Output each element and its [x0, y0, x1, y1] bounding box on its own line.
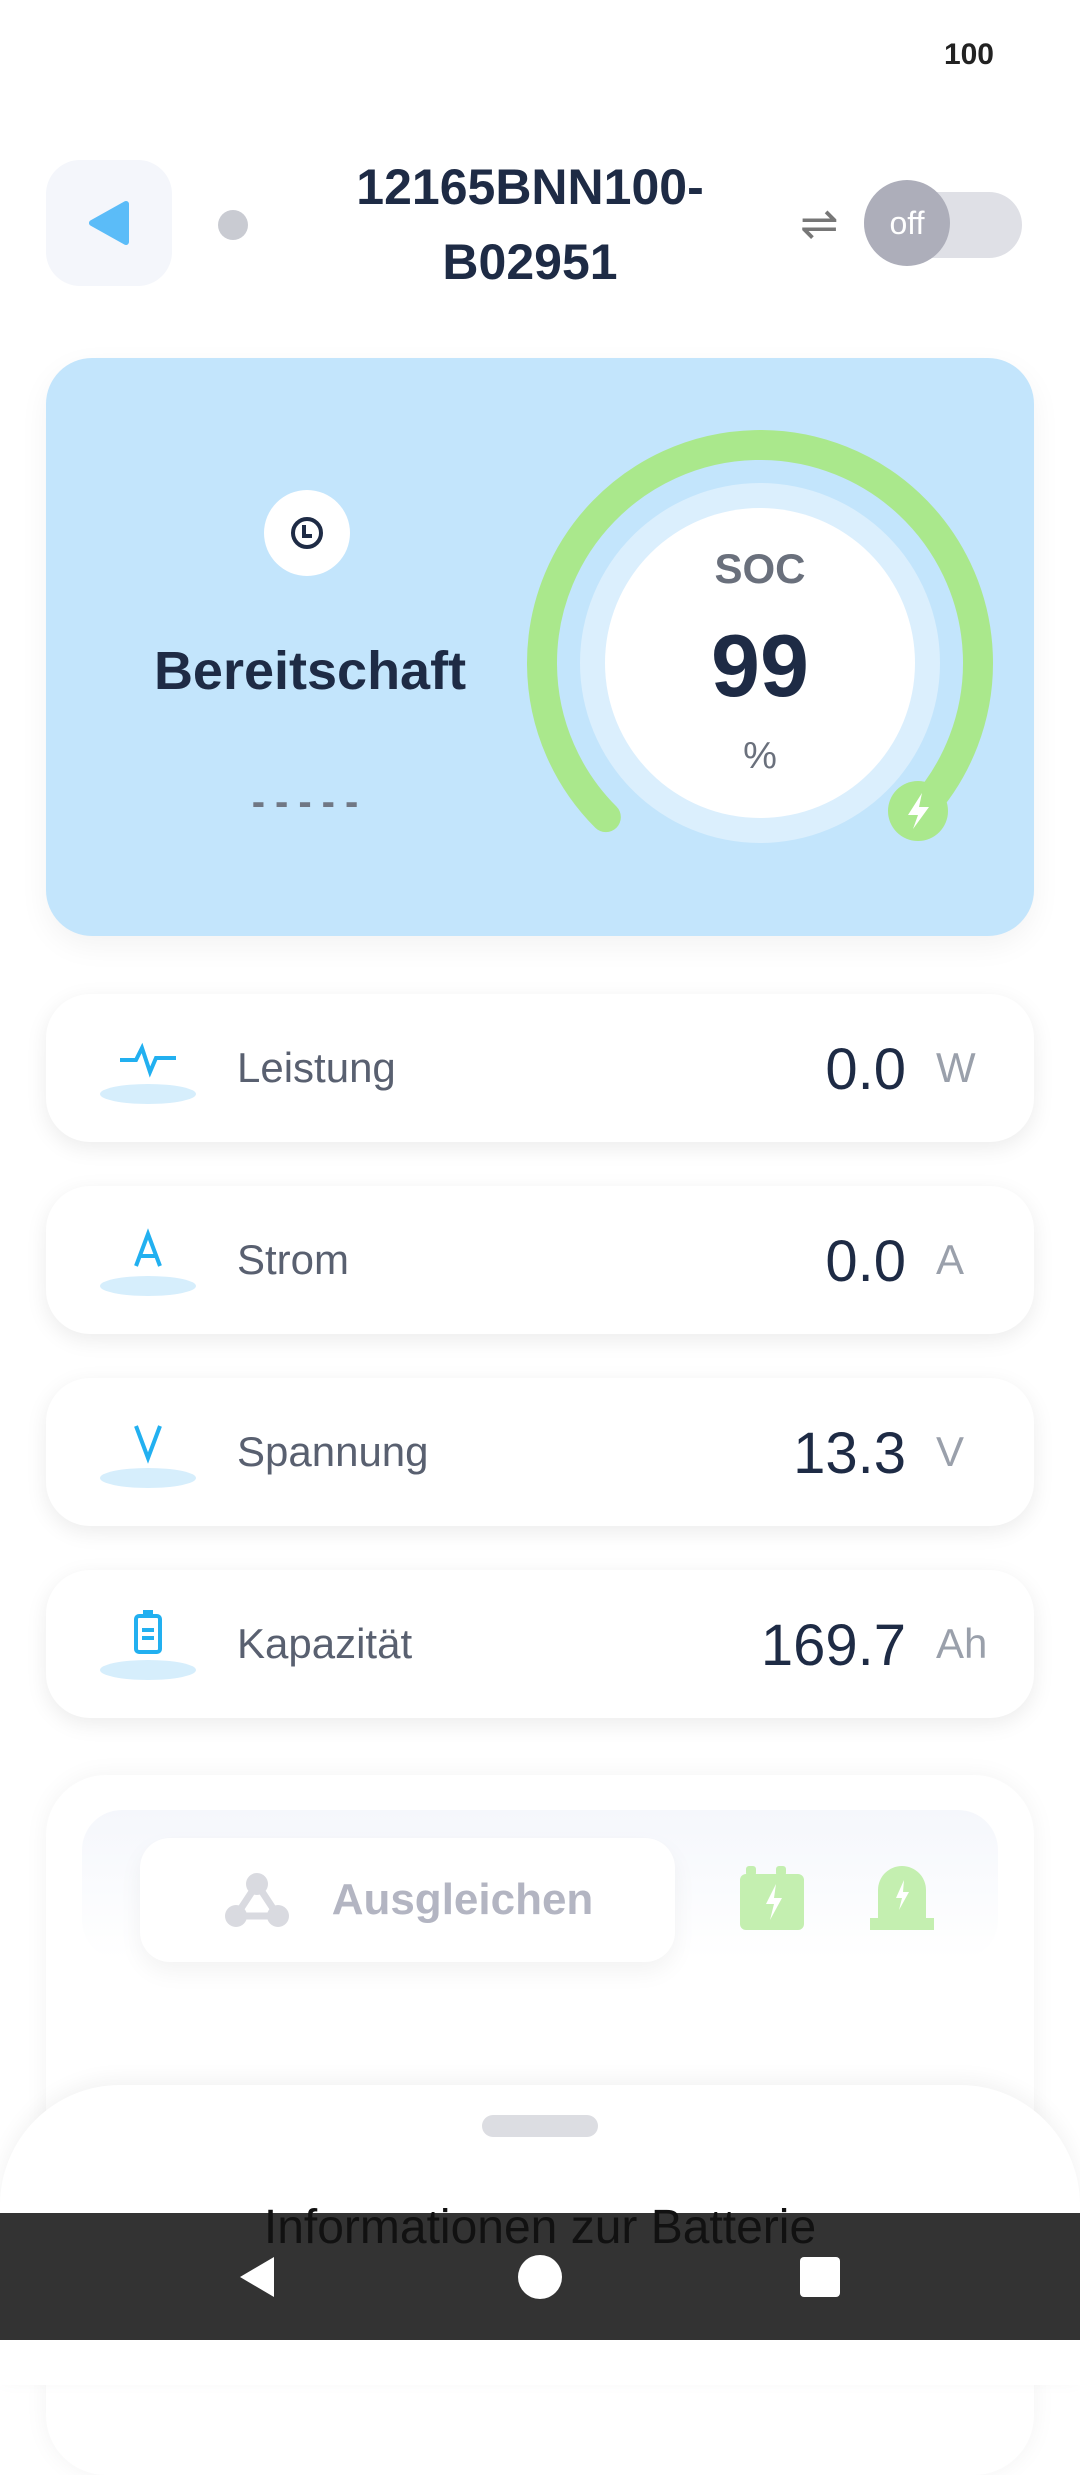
balance-button[interactable]: Ausgleichen — [140, 1838, 675, 1962]
clock-icon — [264, 490, 350, 576]
alarm-light-icon[interactable] — [868, 1862, 938, 1932]
nav-recents-icon[interactable] — [800, 2257, 840, 2297]
battery-level: 100 — [943, 38, 994, 71]
balance-icon — [224, 1873, 289, 1927]
triangle-back-icon — [89, 201, 129, 245]
back-button[interactable] — [46, 160, 172, 286]
soc-unit: % — [743, 735, 777, 777]
battery-state: Bereitschaft — [153, 641, 467, 701]
nav-back-icon[interactable] — [236, 2255, 280, 2299]
battery-charge-icon[interactable] — [738, 1862, 808, 1932]
metric-unit: A — [936, 1236, 965, 1283]
metric-label: Kapazität — [237, 1620, 413, 1667]
metric-value: 0.0 — [825, 1229, 906, 1294]
metric-row-voltage[interactable]: Spannung 13.3 V — [46, 1378, 1034, 1526]
metric-row-power[interactable]: Leistung 0.0 W — [46, 994, 1034, 1142]
soc-label: SOC — [714, 545, 806, 592]
metric-unit: Ah — [936, 1620, 988, 1667]
metric-value: 0.0 — [825, 1037, 906, 1102]
toggle-knob[interactable]: off — [864, 180, 950, 266]
connection-dot — [218, 210, 248, 240]
metric-row-capacity[interactable]: Kapazität 169.7 Ah — [46, 1570, 1034, 1718]
device-title: 12165BNN100-B02951 — [356, 159, 704, 290]
metric-value: 13.3 — [793, 1421, 906, 1486]
metric-label: Leistung — [237, 1044, 396, 1091]
balance-label: Ausgleichen — [331, 1875, 594, 1924]
charging-bolt-icon — [888, 781, 948, 841]
soc-value: 99 — [711, 616, 809, 715]
drag-handle[interactable] — [482, 2115, 598, 2137]
current-icon — [100, 1228, 196, 1296]
system-nav-bar — [0, 2213, 1080, 2340]
swap-icon[interactable]: ⇌ — [800, 197, 839, 249]
battery-icon — [100, 1610, 196, 1680]
metric-label: Strom — [237, 1236, 350, 1283]
metric-value: 169.7 — [760, 1613, 906, 1678]
gauge-center — [605, 508, 915, 818]
metric-unit: V — [936, 1428, 965, 1475]
sheet-title: Informationen zur Batterie — [263, 2201, 817, 2254]
metric-unit: W — [936, 1044, 976, 1091]
nav-home-icon[interactable] — [518, 2255, 562, 2299]
pulse-icon — [100, 1042, 196, 1104]
metric-label: Spannung — [237, 1428, 429, 1475]
voltage-icon — [100, 1425, 196, 1488]
time-remaining: ----- — [251, 780, 369, 824]
metric-row-current[interactable]: Strom 0.0 A — [46, 1186, 1034, 1334]
soc-gauge — [527, 430, 993, 843]
gauge-arc — [527, 430, 993, 833]
